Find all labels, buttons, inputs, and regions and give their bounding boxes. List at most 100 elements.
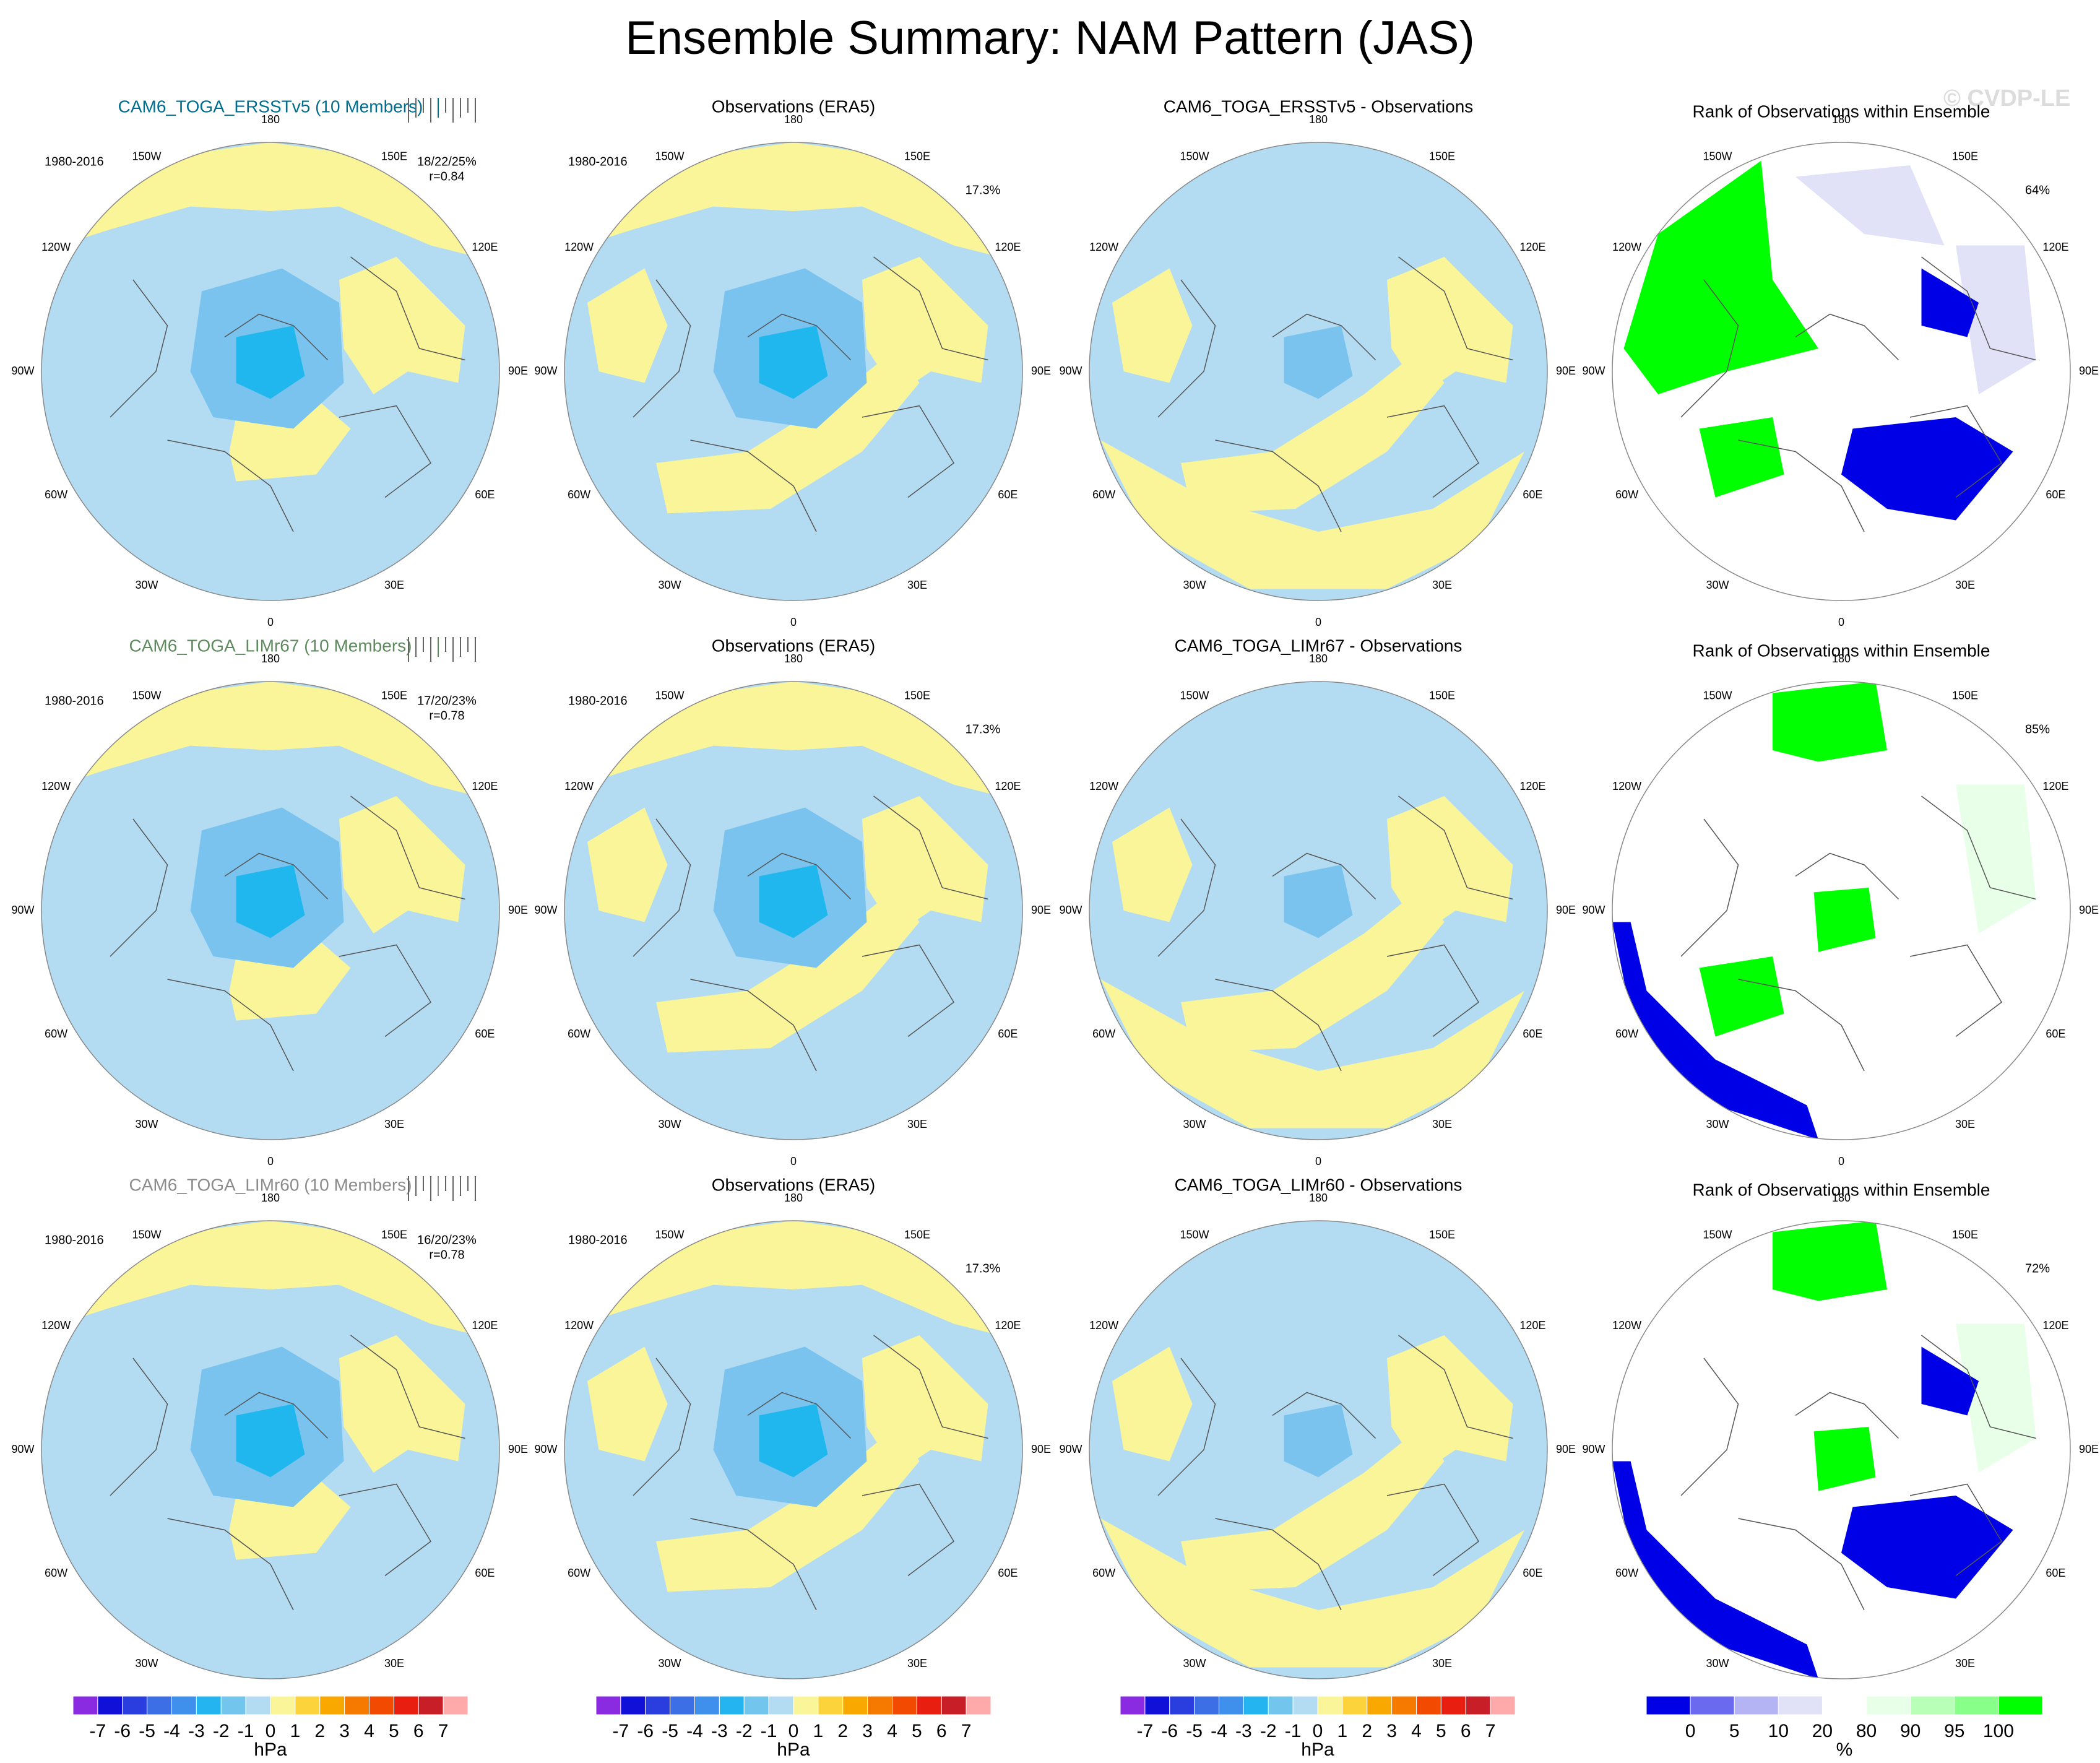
colorbar-label: 95 (1944, 1721, 1964, 1741)
lon-label: 60E (1523, 488, 1542, 501)
colorbar-label: -1 (1285, 1721, 1302, 1741)
colorbar-label: -7 (90, 1721, 106, 1741)
positive-anomaly (1181, 888, 1445, 1053)
colorbar-hpa: -7 -6 -5 -4 -3 -2 -1 0 1 2 3 4 5 6 7 hPa (1120, 1696, 1516, 1760)
lon-label: 90W (1059, 1443, 1082, 1455)
lon-label: 90E (2079, 904, 2099, 916)
colorbar-label: 80 (1856, 1721, 1877, 1741)
obs-title: Observations (ERA5) (712, 1175, 876, 1194)
lon-label: 30E (1432, 1657, 1452, 1670)
map-border (41, 1220, 500, 1679)
lon-label: 150E (1429, 150, 1455, 162)
colorbar-swatch (842, 1696, 868, 1715)
coastline-0 (747, 852, 852, 900)
coastline-3 (633, 818, 691, 957)
colorbar-swatch (171, 1696, 197, 1715)
lon-label: 30W (658, 579, 681, 591)
lon-label: 120W (1089, 241, 1118, 253)
colorbar-swatch (1490, 1696, 1516, 1715)
map-border (1089, 142, 1548, 601)
positive-anomaly (1100, 979, 1524, 1128)
coastline-4 (350, 1335, 465, 1439)
lon-label: 120E (472, 1319, 498, 1332)
colorbar-hpa: -7 -6 -5 -4 -3 -2 -1 0 1 2 3 4 5 6 7 hPa (72, 1696, 469, 1760)
colorbar-label: 5 (1729, 1721, 1740, 1741)
colorbar-label: -7 (1137, 1721, 1154, 1741)
obs-period: 1980-2016 (568, 694, 628, 708)
obs-period: 1980-2016 (568, 155, 628, 168)
colorbar-swatch (1910, 1696, 1955, 1715)
lon-label: 30E (907, 1657, 927, 1670)
colorbar-label: -3 (711, 1721, 728, 1741)
colorbar-swatch (122, 1696, 148, 1715)
lon-label: 180 (784, 1192, 803, 1204)
lon-label: 0 (1838, 1155, 1844, 1167)
positive-anomaly (59, 682, 477, 796)
obs-variance-pct: 17.3% (966, 722, 1001, 736)
rank-region (1921, 268, 1979, 337)
model-title: CAM6_TOGA_LIMr67 (10 Members) (129, 636, 412, 655)
coastline-4 (350, 795, 465, 900)
positive-anomaly (1112, 1346, 1193, 1462)
lon-label: 150W (655, 689, 684, 701)
colorbar-hpa: -7 -6 -5 -4 -3 -2 -1 0 1 2 3 4 5 6 7 hPa (595, 1696, 992, 1760)
lon-label: 120E (995, 1319, 1021, 1332)
lon-label: 60W (45, 488, 67, 501)
lon-label: 120W (564, 241, 594, 253)
colorbar-swatch (1998, 1696, 2043, 1715)
obs-variance-pct: 17.3% (966, 183, 1001, 197)
coastline-1 (1738, 979, 1865, 1072)
lon-label: 30W (1183, 579, 1206, 591)
colorbar-label: -7 (613, 1721, 629, 1741)
lon-label: 30E (1432, 579, 1452, 591)
lon-label: 180 (1832, 652, 1851, 665)
lon-label: 120W (1089, 780, 1118, 792)
colorbar-label: 90 (1900, 1721, 1921, 1741)
colorbar-label: 1 (813, 1721, 824, 1741)
colorbar-swatch (892, 1696, 917, 1715)
lon-label: 180 (261, 113, 280, 126)
rank-region (1956, 1323, 2036, 1473)
negative-anomaly (759, 1404, 828, 1478)
lon-label: 90E (508, 1443, 528, 1455)
coastline-1 (167, 440, 294, 532)
colorbar-unit: hPa (254, 1739, 287, 1760)
colorbar-label: 5 (389, 1721, 399, 1741)
ensemble-ticks (408, 98, 476, 123)
lon-label: 30W (658, 1118, 681, 1130)
rank-title: Rank of Observations within Ensemble (1693, 641, 1990, 660)
coastline-2 (1386, 944, 1479, 1037)
positive-anomaly (59, 142, 477, 257)
lon-label: 60E (2046, 1567, 2065, 1579)
coastline-2 (1909, 944, 2002, 1037)
coastline-3 (633, 1358, 691, 1496)
colorbar-label: 2 (837, 1721, 848, 1741)
colorbar-swatch (344, 1696, 369, 1715)
rank-region (1956, 784, 2036, 933)
colorbar-swatch (1292, 1696, 1318, 1715)
coastline-3 (1680, 279, 1739, 418)
colorbar-label: 6 (1461, 1721, 1471, 1741)
lon-label: 120W (1612, 241, 1641, 253)
colorbar-label: -6 (637, 1721, 654, 1741)
lon-label: 120W (1089, 1319, 1118, 1332)
coastline-4 (1921, 256, 2036, 361)
lon-label: 90E (1556, 904, 1576, 916)
lon-label: 90W (1059, 904, 1082, 916)
coastline-3 (110, 279, 168, 418)
lon-label: 150E (1429, 1228, 1455, 1241)
lon-label: 120E (472, 241, 498, 253)
lon-label: 0 (1838, 616, 1844, 628)
colorbar-unit: % (1836, 1739, 1853, 1760)
lon-label: 120W (41, 1319, 71, 1332)
pattern-stats: 18/22/25% (417, 155, 477, 168)
lon-label: 30W (1183, 1118, 1206, 1130)
positive-anomaly (339, 257, 465, 394)
coastline-2 (1386, 405, 1479, 498)
lon-label: 60W (1615, 1567, 1638, 1579)
